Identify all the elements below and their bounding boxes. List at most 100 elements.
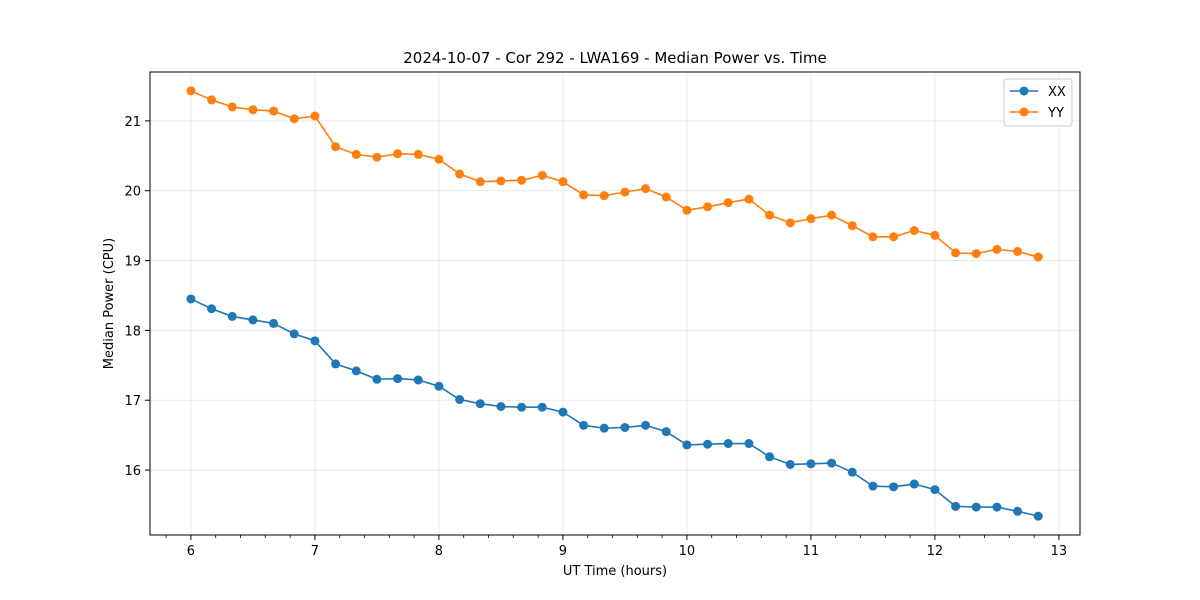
legend-label-xx: XX [1048, 85, 1066, 100]
series-xx-point [847, 467, 857, 477]
y-tick-label: 20 [124, 185, 141, 200]
series-xx-point [661, 427, 671, 437]
series-xx-point [599, 423, 609, 433]
series-xx-point [641, 420, 651, 430]
series-xx-point [971, 502, 981, 512]
series-yy-point [310, 111, 320, 121]
series-xx-point [889, 482, 899, 492]
series-xx-point [351, 366, 361, 376]
series-xx-point [475, 399, 485, 409]
series-yy-point [992, 244, 1002, 254]
series-xx-point [248, 315, 258, 325]
series-xx-point [269, 318, 279, 328]
series-yy-point [785, 218, 795, 228]
x-tick-label: 7 [311, 544, 319, 559]
series-yy-point [703, 202, 713, 212]
series-yy-point [331, 142, 341, 152]
series-xx-point [579, 420, 589, 430]
series-yy-point [599, 191, 609, 201]
x-tick-label: 13 [1051, 544, 1068, 559]
series-xx-point [806, 459, 816, 469]
series-xx-point [434, 381, 444, 391]
series-xx-point [827, 458, 837, 468]
series-yy-point [1033, 252, 1043, 262]
series-yy-point [537, 170, 547, 180]
series-xx-point [310, 336, 320, 346]
series-xx-point [765, 452, 775, 462]
series-xx-point [331, 359, 341, 369]
series-yy-point [889, 232, 899, 242]
series-xx-point [517, 402, 527, 412]
series-yy-point [620, 187, 630, 197]
x-tick-label: 6 [187, 544, 195, 559]
series-xx-point [930, 485, 940, 495]
legend-marker-xx [1019, 86, 1029, 96]
series-yy-point [909, 226, 919, 236]
series-yy-point [723, 198, 733, 208]
series-yy-point [641, 184, 651, 194]
y-tick-label: 16 [124, 464, 141, 479]
series-xx-point [227, 311, 237, 321]
series-yy-point [455, 169, 465, 179]
series-yy [186, 86, 1043, 262]
y-axis-label: Median Power (CPU) [102, 238, 117, 369]
series-yy-point [475, 177, 485, 187]
legend-label-yy: YY [1047, 106, 1064, 121]
series-xx-point [744, 439, 754, 449]
series-yy-point [682, 205, 692, 215]
series-yy-point [951, 248, 961, 258]
y-tick-label: 21 [124, 115, 141, 130]
series-yy-point [413, 149, 423, 159]
series-xx [186, 294, 1043, 521]
x-tick-label: 8 [435, 544, 443, 559]
series-yy-point [847, 221, 857, 231]
series-xx-point [289, 329, 299, 339]
series-yy-point [393, 149, 403, 159]
series-yy-point [269, 106, 279, 116]
y-tick-label: 19 [124, 255, 141, 270]
series-yy-point [971, 249, 981, 259]
x-tick-label: 9 [559, 544, 567, 559]
series-xx-point [496, 402, 506, 412]
x-tick-label: 10 [679, 544, 696, 559]
x-tick-label: 12 [927, 544, 944, 559]
series-xx-point [909, 479, 919, 489]
tick-layer: 6 7 8 9 10 11 12 13 16 17 18 19 20 21 [124, 115, 1067, 559]
series-xx-point [620, 422, 630, 432]
series-yy-point [496, 176, 506, 186]
series-xx-point [723, 439, 733, 449]
series-xx-point [1033, 511, 1043, 521]
series-yy-point [289, 114, 299, 124]
series-yy-point [930, 230, 940, 240]
series-yy-point [517, 175, 527, 185]
y-tick-label: 17 [124, 394, 141, 409]
series-xx-point [393, 374, 403, 384]
series-yy-point [186, 86, 196, 96]
series-xx-point [703, 439, 713, 449]
series-xx-point [413, 375, 423, 385]
series-xx-point [207, 304, 217, 314]
series-yy-point [558, 177, 568, 187]
series-yy-point [806, 214, 816, 224]
x-tick-label: 11 [803, 544, 820, 559]
legend-marker-yy [1019, 107, 1029, 117]
series-yy-point [248, 105, 258, 115]
axes-frame [149, 71, 1081, 536]
series-yy-point [351, 149, 361, 159]
grid-layer [150, 72, 1080, 535]
series-xx-point [372, 374, 382, 384]
x-axis-label: UT Time (hours) [563, 564, 667, 579]
series-yy-point [372, 152, 382, 162]
series-yy-point [744, 194, 754, 204]
series-yy-point [227, 102, 237, 112]
series-xx-point [951, 501, 961, 511]
series-xx-point [558, 407, 568, 417]
series-yy-point [868, 232, 878, 242]
series-xx-point [537, 402, 547, 412]
series-xx-point [868, 481, 878, 491]
series-xx-point [1013, 506, 1023, 516]
series-yy-point [207, 95, 217, 105]
series-yy-point [1013, 246, 1023, 256]
